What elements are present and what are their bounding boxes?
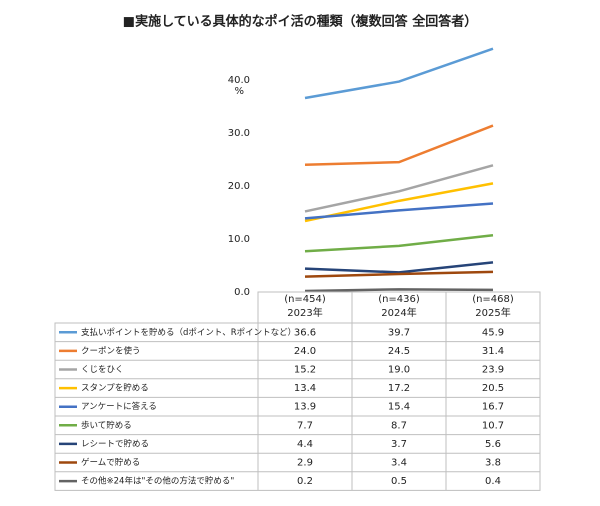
value-label: 19.0 bbox=[388, 365, 410, 376]
value-label: 31.4 bbox=[482, 346, 504, 357]
value-label: 3.8 bbox=[485, 458, 501, 469]
series-line bbox=[304, 234, 494, 253]
value-label: 0.4 bbox=[485, 476, 501, 487]
series-line bbox=[304, 202, 494, 220]
legend-label: ゲームで貯める bbox=[81, 457, 140, 468]
series-line bbox=[304, 47, 494, 100]
series-line bbox=[304, 270, 494, 278]
value-label: 13.4 bbox=[294, 383, 316, 394]
series-line bbox=[304, 164, 494, 213]
y-tick-label: 30.0 bbox=[228, 128, 250, 139]
value-label: 17.2 bbox=[388, 383, 410, 394]
table-box bbox=[54, 322, 541, 491]
value-label: 13.9 bbox=[294, 402, 316, 413]
value-label: 3.7 bbox=[391, 439, 407, 450]
x-tick-label: 2024年 bbox=[381, 306, 416, 319]
value-label: 8.7 bbox=[391, 420, 407, 431]
series-line bbox=[304, 288, 494, 293]
sample-size: (n=468) bbox=[472, 294, 514, 305]
legend-label: クーポンを使う bbox=[81, 345, 141, 356]
value-label: 15.2 bbox=[294, 365, 316, 376]
value-label: 16.7 bbox=[482, 402, 504, 413]
legend-label: くじをひく bbox=[81, 365, 124, 375]
value-label: 45.9 bbox=[482, 327, 504, 338]
value-label: 24.0 bbox=[294, 346, 316, 357]
value-label: 0.2 bbox=[297, 476, 313, 487]
sample-size: (n=436) bbox=[378, 294, 420, 305]
value-label: 36.6 bbox=[294, 327, 316, 338]
series-line bbox=[304, 124, 494, 167]
value-label: 4.4 bbox=[297, 439, 313, 450]
series-line bbox=[304, 182, 494, 223]
legend-label: 歩いて貯める bbox=[81, 420, 132, 431]
chart-title: ■実施している具体的なポイ活の種類（複数回答 全回答者） bbox=[123, 14, 477, 30]
value-label: 15.4 bbox=[388, 402, 410, 413]
y-tick-label: 40.0 bbox=[228, 75, 250, 86]
y-tick-label: 10.0 bbox=[228, 234, 250, 245]
value-label: 24.5 bbox=[388, 346, 410, 357]
sample-size: (n=454) bbox=[284, 294, 326, 305]
value-label: 39.7 bbox=[388, 327, 410, 338]
value-label: 20.5 bbox=[482, 383, 504, 394]
legend-label: その他※24年は"その他の方法で貯める" bbox=[81, 476, 234, 487]
legend-label: アンケートに答える bbox=[81, 401, 157, 412]
legend-label: 支払いポイントを貯める（dポイント、Rポイントなど） bbox=[81, 327, 296, 338]
legend-label: レシートで貯める bbox=[81, 438, 149, 449]
value-label: 2.9 bbox=[297, 458, 313, 469]
value-label: 10.7 bbox=[482, 420, 504, 431]
value-label: 23.9 bbox=[482, 365, 504, 376]
y-unit: % bbox=[234, 86, 244, 97]
legend-label: スタンプを貯める bbox=[81, 383, 149, 394]
value-label: 0.5 bbox=[391, 476, 407, 487]
y-tick-label: 20.0 bbox=[228, 181, 250, 192]
y-tick-label: 0.0 bbox=[234, 287, 250, 298]
series-line bbox=[304, 261, 494, 274]
x-tick-label: 2023年 bbox=[287, 306, 322, 319]
value-label: 3.4 bbox=[391, 458, 407, 469]
value-label: 5.6 bbox=[485, 439, 501, 450]
x-tick-label: 2025年 bbox=[475, 306, 510, 319]
value-label: 7.7 bbox=[297, 420, 313, 431]
